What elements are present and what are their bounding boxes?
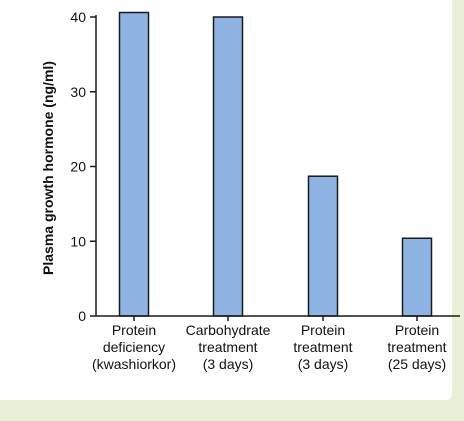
bar-3 [401,237,433,317]
bar-0 [118,11,150,317]
bars-group [118,11,433,317]
y-tick-label-10: 10 [70,233,86,249]
y-tick-label-30: 30 [70,84,86,100]
x-tick-label-2: Protein treatment (3 days) [293,322,352,372]
y-ticks-group: 0 10 20 30 40 [70,9,96,324]
bar-1 [212,16,244,317]
y-tick-label-20: 20 [70,159,86,175]
x-tick-label-3: Protein treatment (25 days) [387,322,446,372]
bar-2 [307,175,339,317]
axes-group [95,15,460,317]
x-labels-group: Protein deficiency (kwashiorkor)Carbohydra… [92,316,447,372]
y-axis-title: Plasma growth hormone (ng/ml) [40,61,56,275]
y-tick-label-0: 0 [78,308,86,324]
x-tick-label-0: Protein deficiency (kwashiorkor) [92,322,176,372]
x-tick-label-1: Carbohydrate treatment (3 days) [186,322,271,372]
y-tick-label-40: 40 [70,9,86,25]
